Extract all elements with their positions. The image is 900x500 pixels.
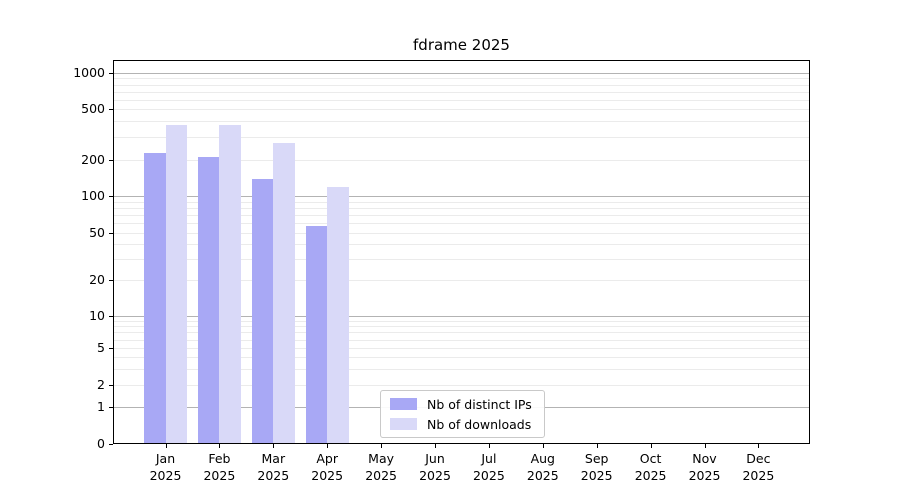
y-tick-mark xyxy=(109,385,113,386)
x-tick-mark xyxy=(273,444,275,448)
y-tick-mark xyxy=(109,348,113,349)
x-tick-label-jul: Jul 2025 xyxy=(472,451,505,483)
gridline-y-600 xyxy=(114,100,809,101)
gridline-y-80 xyxy=(114,208,809,209)
gridline-y-10 xyxy=(114,316,809,317)
gridline-y-700 xyxy=(114,92,809,93)
y-tick-mark xyxy=(109,73,113,74)
gridline-y-8 xyxy=(114,326,809,327)
gridline-y-2 xyxy=(114,385,809,386)
gridline-y-7 xyxy=(114,332,809,333)
y-tick-mark xyxy=(109,160,113,161)
x-tick-mark xyxy=(596,444,598,448)
x-tick-label-feb: Feb 2025 xyxy=(203,451,236,483)
gridline-y-6 xyxy=(114,340,809,341)
x-tick-mark xyxy=(704,444,706,448)
x-tick-mark xyxy=(381,444,383,448)
bar-downloads-mar xyxy=(273,143,295,443)
y-tick-label-1000: 1000 xyxy=(73,65,105,80)
gridline-y-9 xyxy=(114,321,809,322)
y-tick-label-0: 0 xyxy=(97,436,105,451)
gridline-y-60 xyxy=(114,223,809,224)
x-tick-label-sep: Sep 2025 xyxy=(580,451,613,483)
gridline-y-400 xyxy=(114,121,809,122)
gridline-y-500 xyxy=(114,109,809,110)
legend-entry-downloads: Nb of downloads xyxy=(390,416,536,432)
y-tick-label-200: 200 xyxy=(81,152,105,167)
bar-downloads-jan xyxy=(165,125,187,443)
gridline-y-3 xyxy=(114,369,809,370)
gridline-y-70 xyxy=(114,215,809,216)
bar-distinct-ips-feb xyxy=(197,156,220,443)
y-tick-label-50: 50 xyxy=(89,225,105,240)
x-tick-mark xyxy=(542,444,544,448)
x-tick-label-oct: Oct 2025 xyxy=(634,451,667,483)
plot-area xyxy=(113,60,810,444)
legend-swatch-downloads xyxy=(390,418,417,430)
x-tick-label-mar: Mar 2025 xyxy=(257,451,290,483)
bar-distinct-ips-mar xyxy=(251,178,274,443)
gridline-y-300 xyxy=(114,137,809,138)
y-tick-mark xyxy=(109,407,113,408)
y-tick-mark xyxy=(109,109,113,110)
x-tick-label-dec: Dec 2025 xyxy=(742,451,775,483)
gridline-y-30 xyxy=(114,259,809,260)
bar-distinct-ips-apr xyxy=(305,226,328,443)
y-tick-label-1: 1 xyxy=(97,399,105,414)
x-tick-mark xyxy=(758,444,760,448)
y-tick-label-20: 20 xyxy=(89,272,105,287)
gridline-y-900 xyxy=(114,78,809,79)
y-tick-mark xyxy=(109,233,113,234)
legend-label-downloads: Nb of downloads xyxy=(427,416,532,432)
x-tick-mark xyxy=(219,444,221,448)
x-tick-label-apr: Apr 2025 xyxy=(311,451,344,483)
gridline-y-90 xyxy=(114,202,809,203)
legend: Nb of distinct IPs Nb of downloads xyxy=(380,390,545,438)
y-tick-label-10: 10 xyxy=(89,308,105,323)
x-tick-mark xyxy=(327,444,329,448)
bar-distinct-ips-jan xyxy=(144,153,166,443)
legend-entry-distinct-ips: Nb of distinct IPs xyxy=(390,396,536,412)
gridline-y-40 xyxy=(114,244,809,245)
x-tick-mark xyxy=(488,444,490,448)
x-tick-mark xyxy=(650,444,652,448)
x-tick-label-jun: Jun 2025 xyxy=(419,451,451,483)
y-tick-mark xyxy=(109,280,113,281)
gridline-y-5 xyxy=(114,348,809,349)
chart-title: fdrame 2025 xyxy=(413,36,510,54)
y-tick-mark xyxy=(109,444,113,445)
y-tick-mark xyxy=(109,316,113,317)
x-tick-mark xyxy=(435,444,436,448)
y-tick-label-500: 500 xyxy=(81,101,105,116)
gridline-y-20 xyxy=(114,280,809,281)
gridline-y-800 xyxy=(114,85,809,86)
gridline-y-4 xyxy=(114,357,809,358)
gridline-y-100 xyxy=(114,196,809,197)
bar-downloads-apr xyxy=(327,186,349,443)
gridline-y-50 xyxy=(114,233,809,234)
x-tick-label-nov: Nov 2025 xyxy=(688,451,721,483)
x-tick-label-jan: Jan 2025 xyxy=(149,451,182,483)
y-tick-mark xyxy=(109,196,113,197)
gridline-y-200 xyxy=(114,160,809,161)
bar-downloads-feb xyxy=(219,125,241,443)
legend-label-distinct-ips: Nb of distinct IPs xyxy=(427,396,532,412)
gridline-y-1000 xyxy=(114,73,809,74)
legend-swatch-distinct-ips xyxy=(390,398,417,410)
y-tick-label-5: 5 xyxy=(97,340,105,355)
y-tick-label-2: 2 xyxy=(97,377,105,392)
x-tick-label-may: May 2025 xyxy=(365,451,397,483)
x-tick-mark xyxy=(165,444,167,448)
x-tick-label-aug: Aug 2025 xyxy=(526,451,559,483)
y-tick-label-100: 100 xyxy=(81,188,105,203)
